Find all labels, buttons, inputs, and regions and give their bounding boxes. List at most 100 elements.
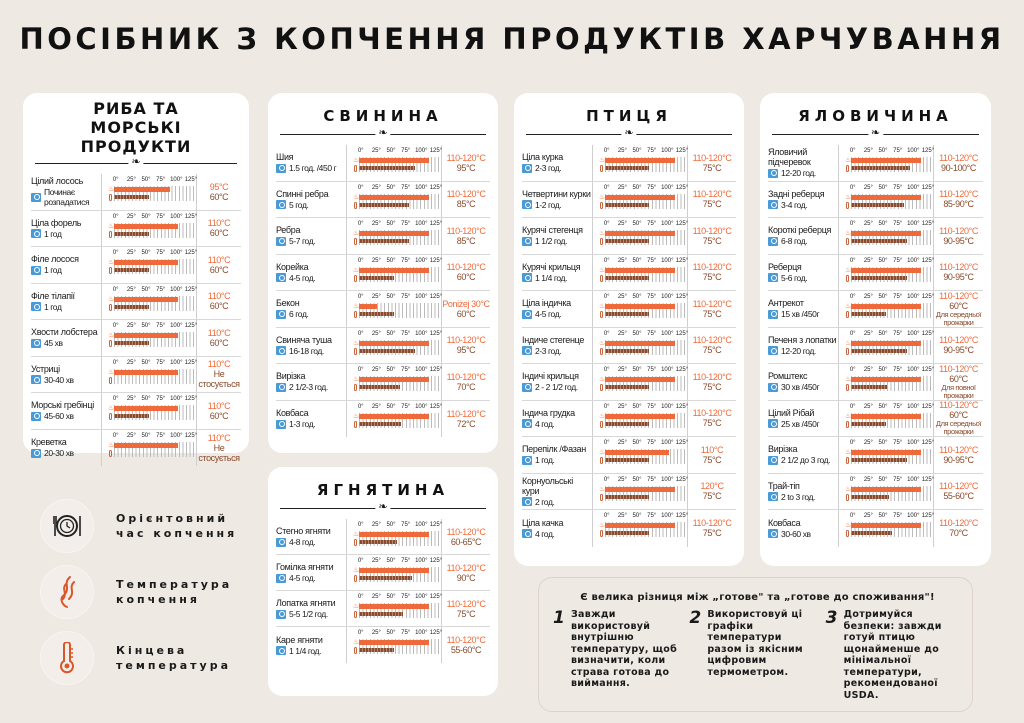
item-name: Індича грудка	[522, 407, 575, 418]
final-temp-bar	[114, 195, 150, 199]
time-value: 4-5 год.	[289, 272, 316, 283]
tick-label: 50°	[878, 257, 888, 264]
clock-icon	[768, 273, 778, 283]
tick-label: 25°	[617, 257, 627, 264]
temperature-values: 110-120°C 70°C	[442, 364, 490, 400]
final-temperature: 60°C	[209, 191, 229, 202]
tick-label: 125°	[429, 403, 443, 410]
smoke-temperature: 110°C	[207, 432, 231, 443]
tick-label: 50°	[386, 221, 396, 227]
thermometer-icon	[846, 530, 849, 537]
smoke-temperature: Poniżej 30°C	[442, 298, 490, 309]
tick-label: 0°	[357, 221, 364, 227]
thermometer-icon	[600, 165, 603, 172]
smoking-time: 1-2 год.	[522, 200, 592, 210]
smoke-temp-bar	[114, 442, 179, 448]
final-temp-bar	[605, 458, 649, 462]
time-value: 5-7 год.	[289, 236, 316, 247]
tick-label: 50°	[878, 440, 888, 446]
smoking-time: 2 год.	[522, 497, 592, 507]
tick-label: 75°	[647, 440, 657, 446]
item-name: Корейка	[276, 261, 309, 272]
tick-label: 25°	[371, 221, 381, 227]
temperature-values: 110°C 60°C	[197, 247, 241, 283]
temperature-values: 110-120°C 75°C	[688, 145, 736, 181]
flame-icon: ♨	[353, 567, 360, 574]
final-temperature: 75°C	[702, 345, 722, 356]
smoke-temperature: 110-120°C	[939, 444, 978, 455]
tick-label: 0°	[112, 359, 119, 366]
tick-label: 125°	[429, 184, 443, 191]
temperature-values: 110°C 60°C	[197, 393, 241, 429]
thermometer-icon	[600, 420, 603, 428]
final-temperature: 90°C	[456, 572, 476, 583]
temperature-chart: 0° 25° 50° 75° 100° 125° ♨	[346, 627, 442, 663]
temperature-values: 110-120°C 75°C	[688, 510, 736, 547]
tick-label: 0°	[112, 396, 119, 402]
flame-ornament-icon: ❧	[867, 127, 884, 139]
tick-label: 0°	[357, 630, 364, 636]
tick-label: 75°	[156, 177, 166, 183]
tick-label: 125°	[921, 257, 935, 264]
temperature-chart: 0° 25° 50° 75° 100° 125° ♨	[592, 145, 688, 181]
smoking-time: 2-3 год.	[522, 346, 592, 356]
time-value: 45-60 хв	[44, 411, 74, 422]
bar-area: ♨	[845, 412, 933, 430]
table-row: Задні реберця 3-4 год. 0° 25° 50° 75° 100° 125°…	[768, 181, 983, 218]
temperature-chart: 0° 25° 50° 75° 100° 125° ♨	[346, 327, 442, 363]
scale-tick-labels: 0° 25° 50° 75° 100° 125°	[599, 148, 688, 156]
thermometer-icon	[354, 201, 357, 209]
clock-icon	[31, 192, 41, 202]
final-temp-bar	[851, 531, 892, 535]
flame-icon: ♨	[599, 412, 606, 420]
tick-label: 125°	[429, 558, 443, 564]
smoking-time: 5 год.	[276, 200, 346, 210]
temperature-values: 110-120°C 95°C	[442, 145, 490, 181]
scale-tick-labels: 0° 25° 50° 75° 100° 125°	[599, 367, 688, 375]
tick-label: 25°	[126, 323, 136, 329]
bar-area: ♨	[599, 521, 687, 539]
tick-label: 125°	[921, 294, 935, 300]
tick-label: 100°	[415, 367, 428, 373]
notes-box: Є велика різниця між „готове" та „готове…	[538, 577, 973, 712]
flame-icon: ♨	[108, 441, 115, 449]
item-name-cell: Корейка 4-5 год.	[276, 255, 346, 291]
thermometer-icon	[600, 311, 603, 318]
tick-label: 0°	[112, 432, 119, 439]
smoke-temp-bar	[114, 223, 179, 229]
temperature-values: 110-120°C 75°C	[688, 182, 736, 218]
time-value: 30-40 хв	[44, 374, 74, 385]
bar-area: ♨	[353, 566, 441, 584]
clock-icon	[768, 346, 778, 356]
temperature-values: 110-120°C 90-95°C	[934, 328, 983, 364]
smoke-temperature: 110-120°C	[939, 400, 978, 411]
tick-label: 25°	[371, 330, 381, 337]
flame-icon: ♨	[599, 339, 606, 347]
thermometer-icon	[354, 539, 357, 546]
smoking-time: Починає розпадатися	[31, 187, 101, 207]
note-number: 2	[689, 608, 702, 628]
item-name: Четвертини курки	[522, 188, 591, 199]
tick-label: 0°	[603, 148, 610, 154]
final-temperature: 60°C	[456, 308, 476, 319]
thermometer-icon	[354, 420, 357, 428]
tick-label: 0°	[849, 403, 856, 410]
item-name-cell: Лопатка ягняти 5-5 1/2 год.	[276, 591, 346, 626]
bar-area: ♨	[599, 266, 687, 284]
final-temperature: 90-95°C	[943, 235, 974, 246]
tick-label: 100°	[661, 330, 674, 337]
time-value: 6-8 год.	[781, 236, 808, 247]
tick-label: 50°	[386, 522, 396, 528]
time-value: 1 1/2 год.	[535, 236, 568, 247]
item-name-cell: Філе лосося 1 год	[31, 247, 101, 283]
clock-icon	[768, 382, 778, 392]
temperature-values: 110-120°C 95°C	[442, 328, 490, 364]
tick-label: 125°	[184, 396, 198, 402]
legend: Орієнтовний час копчення Температура коп…	[40, 493, 255, 691]
tick-label: 75°	[156, 396, 166, 402]
temperature-chart: 0° 25° 50° 75° 100° 125° ♨	[838, 510, 934, 547]
item-name-cell: Спинні ребра 5 год.	[276, 182, 346, 218]
flame-ornament-icon: ❧	[128, 156, 144, 168]
tick-label: 0°	[357, 257, 364, 264]
item-name-cell: Четвертини курки 1-2 год.	[522, 182, 592, 218]
